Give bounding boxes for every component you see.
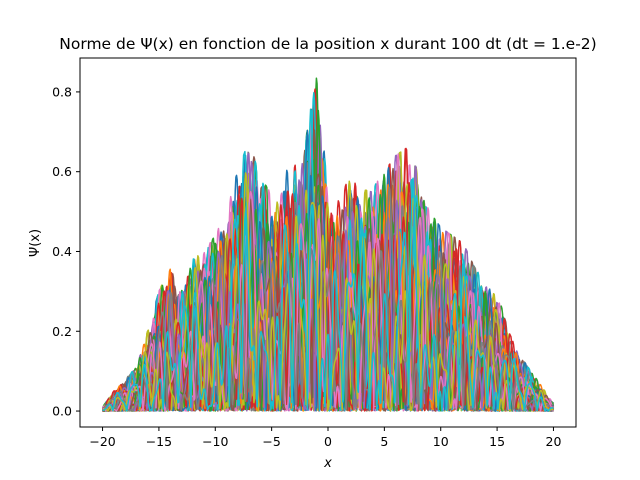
x-tick-label: 15 (489, 434, 505, 449)
x-axis: −20 −15 −10 −5 0 5 10 15 20 (89, 427, 561, 449)
x-tick-label: −15 (146, 434, 172, 449)
chart-title: Norme de Ψ(x) en fonction de la position… (59, 35, 596, 53)
y-tick-label: 0.2 (52, 324, 72, 339)
x-tick-label: −5 (262, 434, 280, 449)
y-tick-label: 0.4 (52, 244, 72, 259)
x-tick-label: 20 (546, 434, 562, 449)
series-layer (101, 77, 555, 412)
series-line (102, 177, 554, 412)
x-tick-label: −20 (89, 434, 115, 449)
y-axis-label: Ψ(x) (28, 229, 43, 257)
x-axis-label: x (323, 456, 332, 471)
y-axis: 0.0 0.2 0.4 0.6 0.8 (52, 84, 80, 419)
y-tick-label: 0.0 (52, 404, 72, 419)
x-tick-label: 10 (433, 434, 449, 449)
x-tick-label: 5 (380, 434, 388, 449)
x-tick-label: −10 (202, 434, 228, 449)
y-tick-label: 0.8 (52, 84, 72, 99)
y-tick-label: 0.6 (52, 164, 72, 179)
x-tick-label: 0 (324, 434, 332, 449)
